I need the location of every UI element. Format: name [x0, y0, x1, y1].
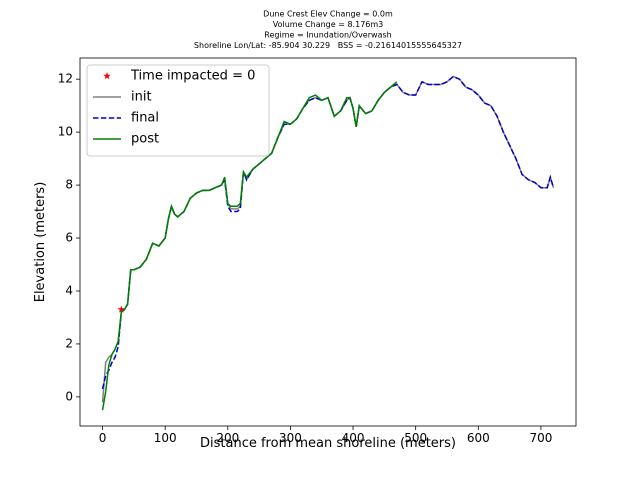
legend-label: post	[131, 132, 159, 147]
y-tick-label: 8	[65, 178, 73, 192]
x-axis-label: Distance from mean shoreline (meters)	[200, 436, 456, 451]
y-tick-label: 2	[65, 336, 73, 350]
legend-box	[86, 64, 270, 157]
star-marker	[117, 305, 126, 313]
chart-title: Dune Crest Elev Change = 0.0m	[263, 10, 393, 19]
legend-label: final	[131, 111, 159, 126]
x-tick-label: 200	[216, 431, 239, 445]
series-line	[101, 75, 555, 390]
x-tick-label: 100	[154, 431, 177, 445]
x-tick-label: 300	[279, 431, 302, 445]
chart-title: Shoreline Lon/Lat: -85.904 30.229 BSS = …	[194, 41, 462, 50]
legend-label: init	[131, 90, 152, 105]
chart-title: Volume Change = 8.176m3	[273, 20, 384, 29]
x-tick-label: 600	[467, 431, 490, 445]
plot-frame	[79, 57, 577, 427]
y-tick-label: 10	[58, 125, 73, 139]
y-tick-label: 4	[65, 283, 73, 297]
chart-title: Regime = Inundation/Overwash	[264, 31, 391, 40]
series-line	[101, 81, 398, 411]
legend-label: Time impacted = 0	[130, 69, 255, 84]
x-tick-label: 400	[342, 431, 365, 445]
y-tick-label: 12	[58, 72, 73, 86]
x-tick-label: 700	[529, 431, 552, 445]
y-tick-label: 0	[65, 389, 73, 403]
legend-swatch	[103, 72, 111, 80]
x-tick-label: 0	[99, 431, 107, 445]
y-axis-label: Elevation (meters)	[33, 182, 48, 303]
y-tick-label: 6	[65, 231, 73, 245]
x-tick-label: 500	[404, 431, 427, 445]
